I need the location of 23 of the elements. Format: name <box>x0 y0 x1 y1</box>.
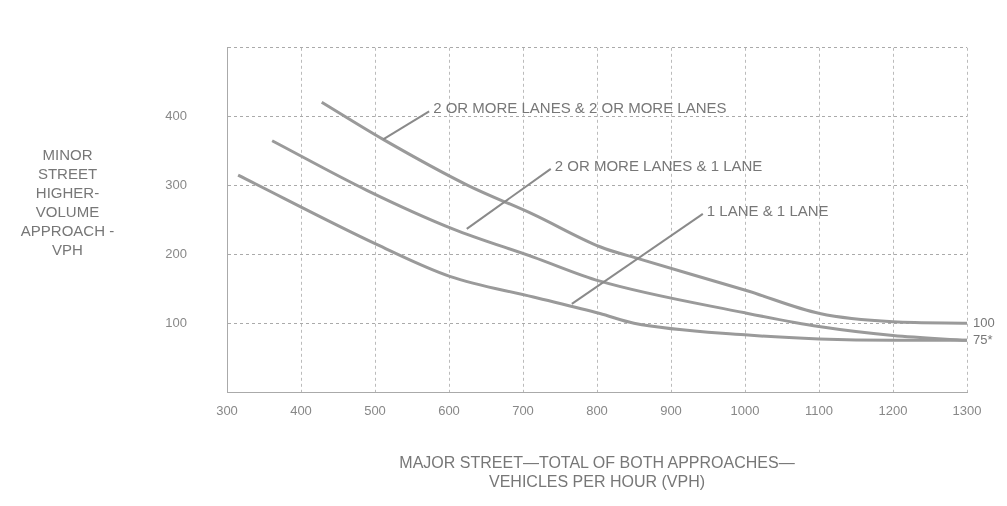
y-axis-title: MINOR STREET HIGHER- VOLUME APPROACH - VPH <box>19 145 116 259</box>
annotation: 2 OR MORE LANES & 2 OR MORE LANES <box>433 99 727 117</box>
annotation: 2 OR MORE LANES & 1 LANE <box>554 156 763 174</box>
y-tick-label: 400 <box>165 108 187 124</box>
x-tick-label: 1200 <box>878 403 908 419</box>
x-tick-label: 500 <box>364 403 386 419</box>
annotation: 100 <box>973 314 995 330</box>
annotation: 1 LANE & 1 LANE <box>706 202 829 220</box>
x-tick-label: 900 <box>660 403 682 419</box>
x-tick-label: 1100 <box>805 403 833 419</box>
y-tick-label: 300 <box>165 177 187 193</box>
x-tick-label: 600 <box>438 403 460 419</box>
x-tick-label: 400 <box>290 403 312 419</box>
x-axis-title: MAJOR STREET—TOTAL OF BOTH APPROACHES— VEHICLES PER HOUR (VPH) <box>399 453 795 490</box>
x-tick-label: 300 <box>216 403 238 419</box>
x-tick-label: 1000 <box>730 403 760 419</box>
annotation: 75* <box>973 331 993 347</box>
x-tick-label: 1300 <box>952 403 982 419</box>
y-tick-label: 200 <box>165 245 187 261</box>
y-tick-label: 100 <box>165 314 187 330</box>
line-series <box>320 100 967 325</box>
x-tick-label: 800 <box>586 403 608 419</box>
x-tick-label: 700 <box>512 403 534 419</box>
